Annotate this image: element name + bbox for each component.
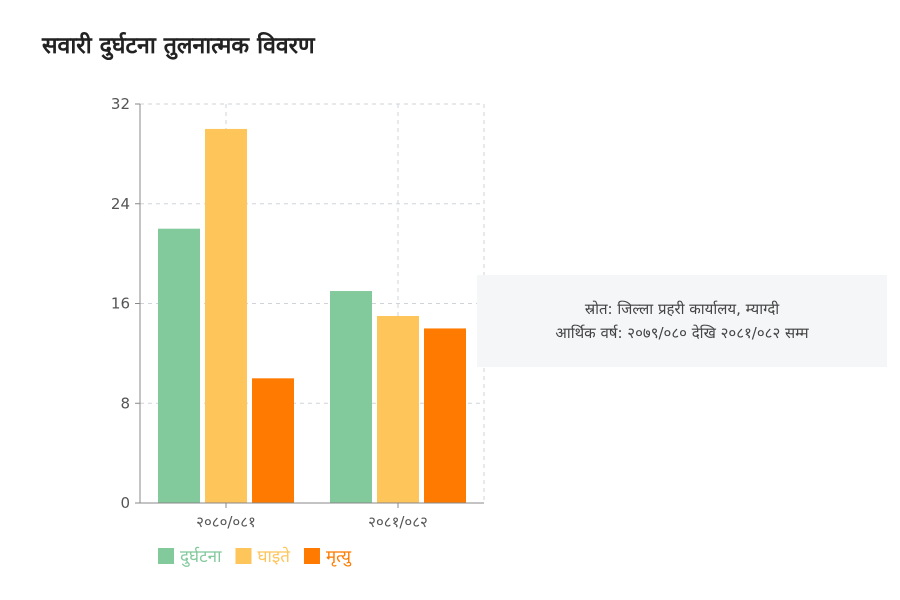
page-title: सवारी दुर्घटना तुलनात्मक विवरण (42, 33, 315, 59)
y-tick-label: 8 (120, 394, 130, 412)
legend-label: घाइते (257, 546, 290, 567)
source-line: स्रोत: जिल्ला प्रहरी कार्यालय, म्याग्दी (584, 300, 780, 318)
legend-swatch (158, 548, 174, 564)
legend-label: मृत्यु (326, 547, 352, 567)
chart-legend: दुर्घटना घाइते मृत्यु (158, 546, 352, 567)
fiscal-year-line: आर्थिक वर्ष: २०७९/०८० देखि २०८१/०८२ सम्म (555, 324, 809, 342)
legend-swatch (235, 548, 252, 564)
bar (330, 291, 372, 503)
y-tick-label: 16 (111, 295, 130, 313)
x-tick-label: २०८१/०८२ (368, 513, 428, 531)
bar (424, 328, 466, 503)
y-tick-label: 0 (120, 494, 130, 512)
chart-axes: 0 8 16 24 32 २०८०/०८१ २०८१/०८२ (111, 95, 484, 531)
bar (252, 378, 294, 503)
y-tick-label: 32 (111, 95, 130, 113)
bar (205, 128, 247, 503)
x-tick-label: २०८०/०८१ (196, 513, 256, 531)
source-note: स्रोत: जिल्ला प्रहरी कार्यालय, म्याग्दी … (477, 275, 887, 367)
chart-bars (158, 128, 466, 503)
bar (158, 228, 200, 503)
bar (377, 315, 419, 503)
legend-swatch (303, 548, 320, 564)
y-tick-label: 24 (111, 195, 130, 213)
legend-label: दुर्घटना (180, 546, 222, 567)
